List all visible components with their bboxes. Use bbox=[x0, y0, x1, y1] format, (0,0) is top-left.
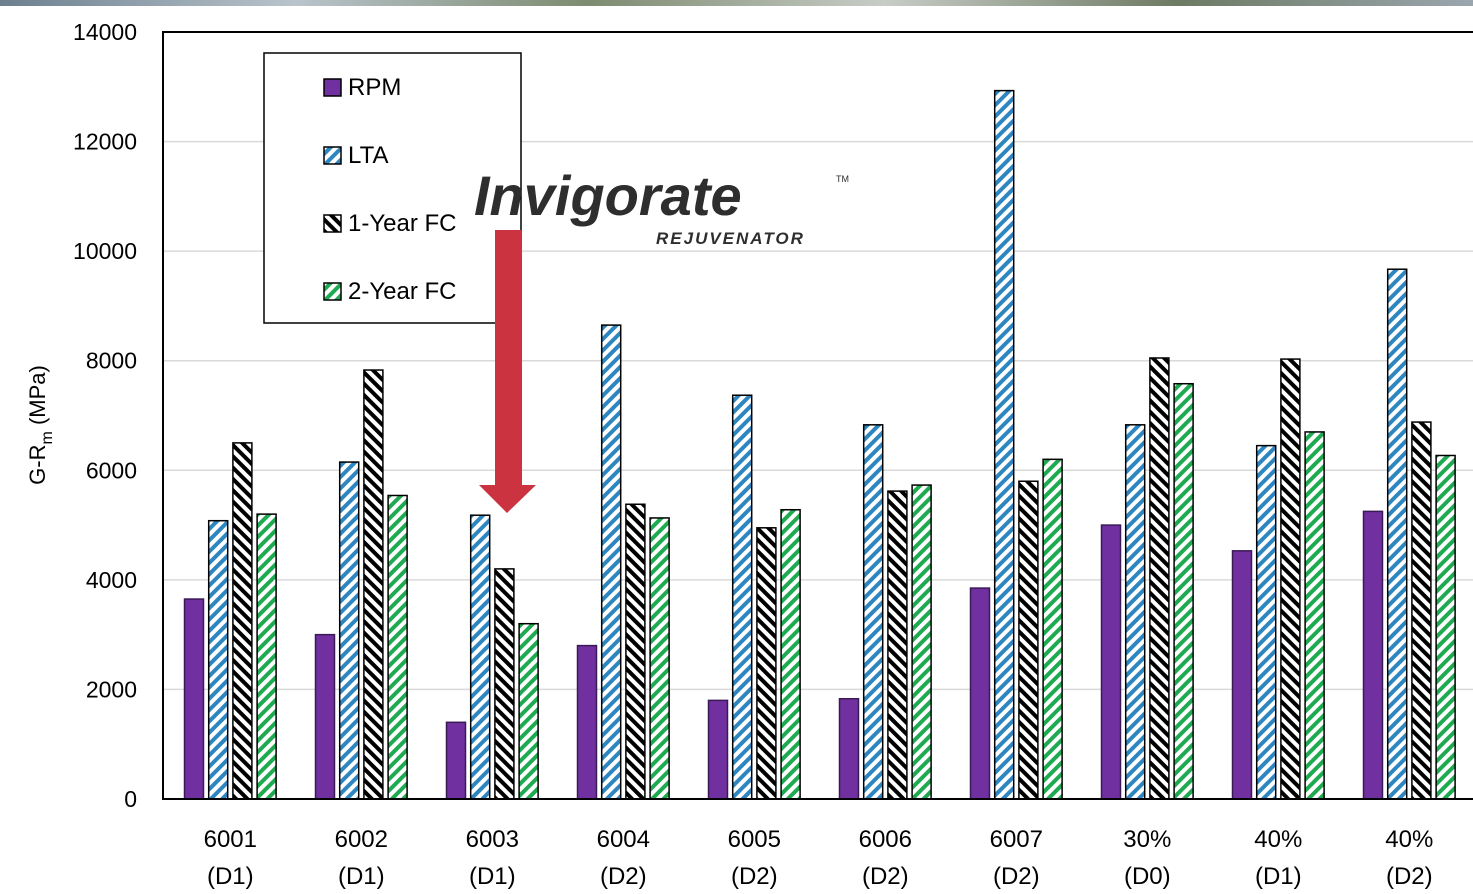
x-category-sublabel: (D1) bbox=[1255, 863, 1302, 890]
legend-swatch bbox=[323, 214, 342, 233]
legend-swatch bbox=[323, 78, 342, 97]
bar-lta-7 bbox=[993, 89, 1015, 800]
bar-2-year-fc-1 bbox=[256, 513, 277, 800]
bar-2-year-fc-3 bbox=[518, 622, 539, 800]
down-arrow-icon bbox=[479, 230, 536, 513]
x-category-sublabel: (D2) bbox=[731, 863, 778, 890]
x-category-label: 6005 bbox=[728, 826, 781, 853]
legend-label: LTA bbox=[348, 142, 388, 169]
x-category-sublabel: (D2) bbox=[600, 863, 647, 890]
y-tick-label: 4000 bbox=[86, 567, 137, 593]
legend-swatch bbox=[323, 282, 342, 301]
bar-lta-4 bbox=[600, 324, 622, 800]
bar-rpm-6 bbox=[838, 697, 860, 800]
bar-1-year-fc-8 bbox=[1149, 357, 1170, 800]
x-category-label: 30% bbox=[1123, 826, 1171, 853]
x-category-label: 6003 bbox=[466, 826, 519, 853]
x-category-label: 6004 bbox=[597, 826, 650, 853]
x-category-label: 40% bbox=[1385, 826, 1433, 853]
y-tick-label: 2000 bbox=[86, 676, 137, 702]
logo-title: Invigorate bbox=[474, 164, 742, 227]
logo-trademark: TM bbox=[836, 174, 849, 184]
bar-lta-2 bbox=[338, 461, 360, 800]
y-tick-label: 8000 bbox=[86, 348, 137, 374]
legend-box bbox=[263, 52, 522, 324]
bar-rpm-4 bbox=[576, 644, 598, 800]
bar-1-year-fc-3 bbox=[494, 568, 515, 800]
y-tick-label: 12000 bbox=[73, 129, 137, 155]
x-category-label: 6006 bbox=[859, 826, 912, 853]
y-axis-label: G-Rm (MPa) bbox=[25, 365, 56, 485]
invigorate-logo: Invigorate TM REJUVENATOR bbox=[474, 164, 849, 248]
x-category-sublabel: (D1) bbox=[469, 863, 516, 890]
logo-subtitle: REJUVENATOR bbox=[656, 229, 805, 248]
bar-2-year-fc-5 bbox=[780, 508, 801, 800]
x-category-label: 6007 bbox=[990, 826, 1043, 853]
y-tick-label: 14000 bbox=[73, 19, 137, 45]
bar-lta-1 bbox=[207, 519, 229, 800]
bar-rpm-2 bbox=[314, 633, 336, 800]
x-axis-categories: 6001 (D1) 6002 (D1) 6003 (D1) 6004 (D2) 6005 (D2)… bbox=[204, 826, 1434, 890]
legend-swatch bbox=[323, 146, 342, 165]
x-category-sublabel: (D1) bbox=[338, 863, 385, 890]
bar-1-year-fc-4 bbox=[625, 503, 646, 800]
bar-2-year-fc-9 bbox=[1304, 431, 1325, 800]
x-category-sublabel: (D1) bbox=[207, 863, 254, 890]
y-tick-label: 6000 bbox=[86, 457, 137, 483]
x-category-label: 40% bbox=[1254, 826, 1302, 853]
x-category-label: 6002 bbox=[335, 826, 388, 853]
x-category-sublabel: (D2) bbox=[862, 863, 909, 890]
bar-1-year-fc-1 bbox=[232, 442, 253, 800]
bar-rpm-1 bbox=[183, 598, 205, 800]
bar-2-year-fc-4 bbox=[649, 517, 670, 800]
bar-rpm-10 bbox=[1362, 510, 1384, 800]
legend-label: 2-Year FC bbox=[348, 278, 457, 305]
bar-1-year-fc-9 bbox=[1280, 358, 1301, 800]
bar-2-year-fc-6 bbox=[911, 484, 932, 800]
x-category-sublabel: (D2) bbox=[993, 863, 1040, 890]
bar-1-year-fc-7 bbox=[1018, 480, 1039, 800]
plot-frame bbox=[162, 31, 1473, 800]
background-photo-strip bbox=[0, 0, 1473, 6]
bar-lta-10 bbox=[1386, 268, 1408, 800]
bar-1-year-fc-6 bbox=[887, 490, 908, 800]
bar-2-year-fc-7 bbox=[1042, 458, 1063, 800]
x-category-sublabel: (D2) bbox=[1386, 863, 1433, 890]
bar-rpm-5 bbox=[707, 699, 729, 800]
bar-lta-8 bbox=[1124, 424, 1146, 800]
bars-group bbox=[183, 89, 1456, 800]
bar-lta-9 bbox=[1255, 444, 1277, 800]
bar-1-year-fc-10 bbox=[1411, 421, 1432, 800]
y-tick-label: 10000 bbox=[73, 238, 137, 264]
bar-lta-5 bbox=[731, 394, 753, 800]
bar-rpm-9 bbox=[1231, 550, 1253, 800]
bar-2-year-fc-10 bbox=[1435, 454, 1456, 800]
y-axis-ticks: 0 2000 4000 6000 8000 10000 12000 14000 bbox=[73, 19, 137, 812]
bar-2-year-fc-2 bbox=[387, 494, 408, 800]
bar-rpm-7 bbox=[969, 587, 991, 800]
legend-label: 1-Year FC bbox=[348, 210, 457, 237]
x-category-sublabel: (D0) bbox=[1124, 863, 1171, 890]
bar-2-year-fc-8 bbox=[1173, 382, 1194, 800]
x-category-label: 6001 bbox=[204, 826, 257, 853]
bar-1-year-fc-2 bbox=[363, 369, 384, 800]
y-tick-label: 0 bbox=[124, 786, 137, 812]
bar-rpm-8 bbox=[1100, 524, 1122, 800]
bar-lta-6 bbox=[862, 424, 884, 800]
bar-rpm-3 bbox=[445, 721, 467, 800]
legend: RPM LTA 1-Year FC 2-Year FC bbox=[263, 52, 522, 324]
bar-1-year-fc-5 bbox=[756, 527, 777, 800]
bar-lta-3 bbox=[469, 514, 491, 800]
legend-label: RPM bbox=[348, 74, 401, 101]
